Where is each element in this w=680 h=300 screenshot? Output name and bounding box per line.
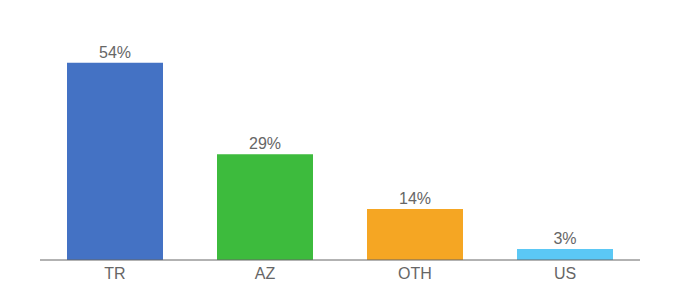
- svg-text:3%: 3%: [553, 230, 576, 247]
- svg-text:29%: 29%: [249, 135, 281, 152]
- svg-text:TR: TR: [104, 265, 125, 282]
- svg-text:14%: 14%: [399, 190, 431, 207]
- svg-text:OTH: OTH: [398, 265, 432, 282]
- svg-text:54%: 54%: [99, 44, 131, 61]
- svg-text:US: US: [554, 265, 576, 282]
- svg-text:AZ: AZ: [255, 265, 276, 282]
